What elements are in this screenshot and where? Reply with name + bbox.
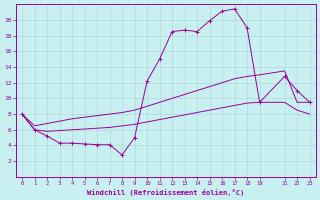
X-axis label: Windchill (Refroidissement éolien,°C): Windchill (Refroidissement éolien,°C) [87, 189, 244, 196]
